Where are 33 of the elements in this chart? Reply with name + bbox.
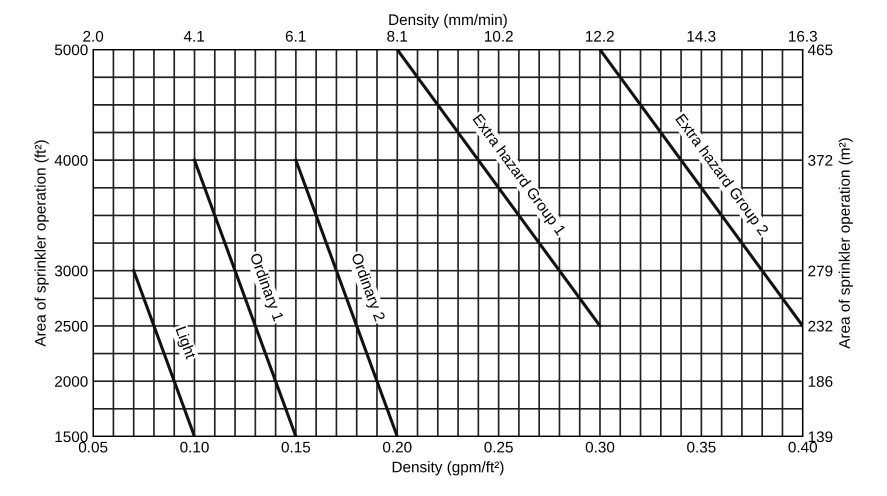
y2-tick-label: 279 <box>808 266 832 276</box>
y-tick-label: 3000 <box>54 266 88 276</box>
text: Light <box>172 326 198 361</box>
y2-tick-label: 186 <box>808 376 832 387</box>
x2-axis-title: Density (mm/min) <box>389 14 507 28</box>
x2-tick-label: 8.1 <box>387 30 408 42</box>
x2-tick-label: 4.1 <box>184 31 204 42</box>
y-tick-label: 1500 <box>55 431 88 442</box>
y-axis-title: Area of sprinkler operation (ft²) <box>34 140 49 347</box>
x2-tick-label: 16.3 <box>789 30 817 42</box>
x-tick-label: 0.10 <box>180 442 209 453</box>
y2-tick-label: 372 <box>808 155 832 166</box>
y-tick-label: 5000 <box>54 44 88 56</box>
x-tick-label: 0.20 <box>382 442 412 453</box>
y2-tick-label: 465 <box>808 44 832 56</box>
x-tick-label: 0.40 <box>788 442 818 453</box>
y2-tick-label: 232 <box>808 320 832 332</box>
y-tick-label: 2500 <box>55 320 88 332</box>
x-tick-label: 0.05 <box>78 442 108 453</box>
y-tick-label: 4000 <box>54 155 88 166</box>
x-tick-label: 0.25 <box>484 442 513 453</box>
x2-tick-label: 12.2 <box>586 30 614 42</box>
x2-tick-label: 2.0 <box>83 30 104 42</box>
x-tick-label: 0.30 <box>586 442 614 453</box>
y2-axis-title: Area of sprinkler operation (m²) <box>838 138 853 349</box>
x2-tick-label: 14.3 <box>688 30 716 42</box>
y2-tick-label: 139 <box>808 431 832 442</box>
y-tick-label: 2000 <box>55 376 88 387</box>
x-tick-label: 0.35 <box>687 442 716 453</box>
x2-tick-label: 10.2 <box>484 30 513 42</box>
x-axis-title: Density (gpm/ft²) <box>392 461 504 476</box>
x-tick-label: 0.15 <box>282 442 310 453</box>
x2-tick-label: 6.1 <box>286 30 306 42</box>
